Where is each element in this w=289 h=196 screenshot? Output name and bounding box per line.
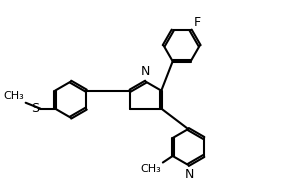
Text: S: S <box>31 102 39 115</box>
Text: CH₃: CH₃ <box>140 164 161 174</box>
Text: CH₃: CH₃ <box>3 91 24 101</box>
Text: N: N <box>141 65 151 78</box>
Text: F: F <box>193 15 200 29</box>
Text: N: N <box>185 168 194 181</box>
